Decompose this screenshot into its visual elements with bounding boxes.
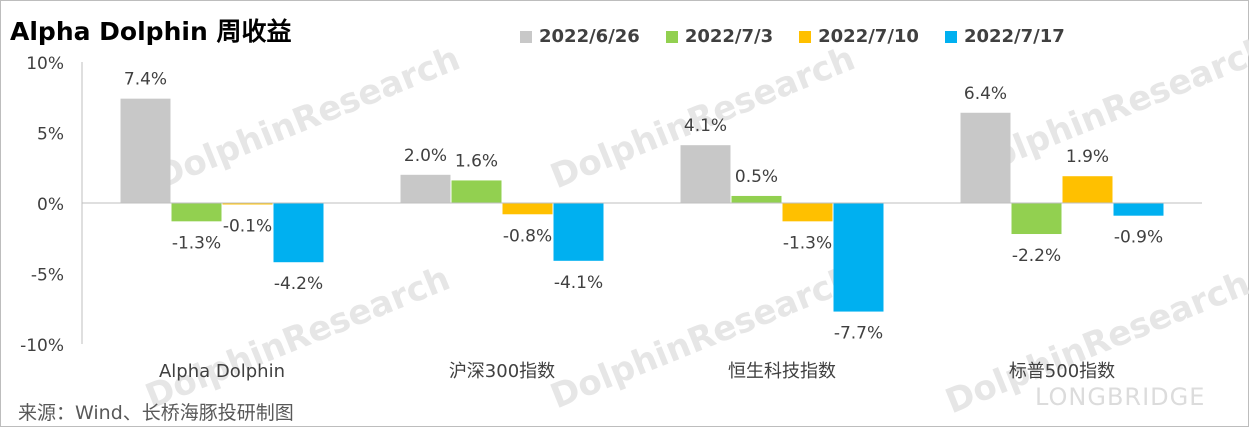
bar xyxy=(400,174,451,203)
legend-item: 2022/7/3 xyxy=(665,26,774,47)
bar xyxy=(222,203,273,205)
data-label: -2.2% xyxy=(1012,246,1061,266)
legend-swatch xyxy=(520,30,532,43)
x-category-label: 标普500指数 xyxy=(1009,361,1115,382)
legend-item: 2022/7/17 xyxy=(944,26,1065,47)
legend-swatch xyxy=(944,30,957,43)
chart-title: Alpha Dolphin 周收益 xyxy=(10,17,292,46)
bar xyxy=(1113,203,1164,216)
data-label: 7.4% xyxy=(124,70,167,90)
legend-swatch xyxy=(799,30,812,43)
bar xyxy=(502,203,553,215)
x-category-label: 沪深300指数 xyxy=(449,361,555,382)
bar xyxy=(680,145,731,203)
bar xyxy=(120,98,171,203)
bar xyxy=(960,112,1011,203)
data-label: -7.7% xyxy=(834,324,883,344)
bar xyxy=(731,195,782,203)
legend: 2022/6/26 2022/7/3 2022/7/10 2022/7/17 xyxy=(520,26,1065,47)
data-label: 6.4% xyxy=(964,84,1007,104)
y-tick-label: -10% xyxy=(20,336,64,356)
legend-item: 2022/7/10 xyxy=(799,26,919,47)
data-label: 0.5% xyxy=(735,167,778,187)
data-label: -0.1% xyxy=(223,216,272,236)
data-label: -1.3% xyxy=(783,233,832,253)
source-note: 来源：Wind、长桥海豚投研制图 xyxy=(18,402,294,424)
bar xyxy=(553,203,604,261)
bar xyxy=(273,203,324,263)
data-label: -4.2% xyxy=(274,274,323,294)
legend-label: 2022/7/3 xyxy=(684,26,774,47)
y-tick-label: -5% xyxy=(31,266,64,286)
bar xyxy=(1011,203,1062,235)
data-label: -0.9% xyxy=(1114,228,1163,248)
legend-label: 2022/7/17 xyxy=(963,26,1065,47)
x-category-label: 恒生科技指数 xyxy=(728,361,836,382)
data-label: 1.6% xyxy=(455,151,498,171)
legend-swatch xyxy=(665,30,678,43)
data-label: 2.0% xyxy=(404,146,447,166)
bar xyxy=(1062,176,1113,203)
legend-label: 2022/6/26 xyxy=(539,26,640,47)
data-label: 1.9% xyxy=(1066,147,1109,167)
data-label: -1.3% xyxy=(172,233,221,253)
x-category-label: Alpha Dolphin xyxy=(159,361,285,382)
y-tick-label: 5% xyxy=(37,125,64,145)
legend-label: 2022/7/10 xyxy=(818,26,919,47)
legend-item: 2022/6/26 xyxy=(520,26,640,47)
bar xyxy=(171,203,222,222)
bar xyxy=(833,203,884,312)
bar xyxy=(451,180,502,203)
y-tick-label: 10% xyxy=(26,54,64,74)
data-label: 4.1% xyxy=(684,116,727,136)
y-tick-label: 0% xyxy=(37,195,64,215)
watermark-brand: LONGBRIDGE xyxy=(1035,383,1206,411)
data-label: -4.1% xyxy=(554,273,603,293)
bar xyxy=(782,203,833,222)
data-label: -0.8% xyxy=(503,226,552,246)
